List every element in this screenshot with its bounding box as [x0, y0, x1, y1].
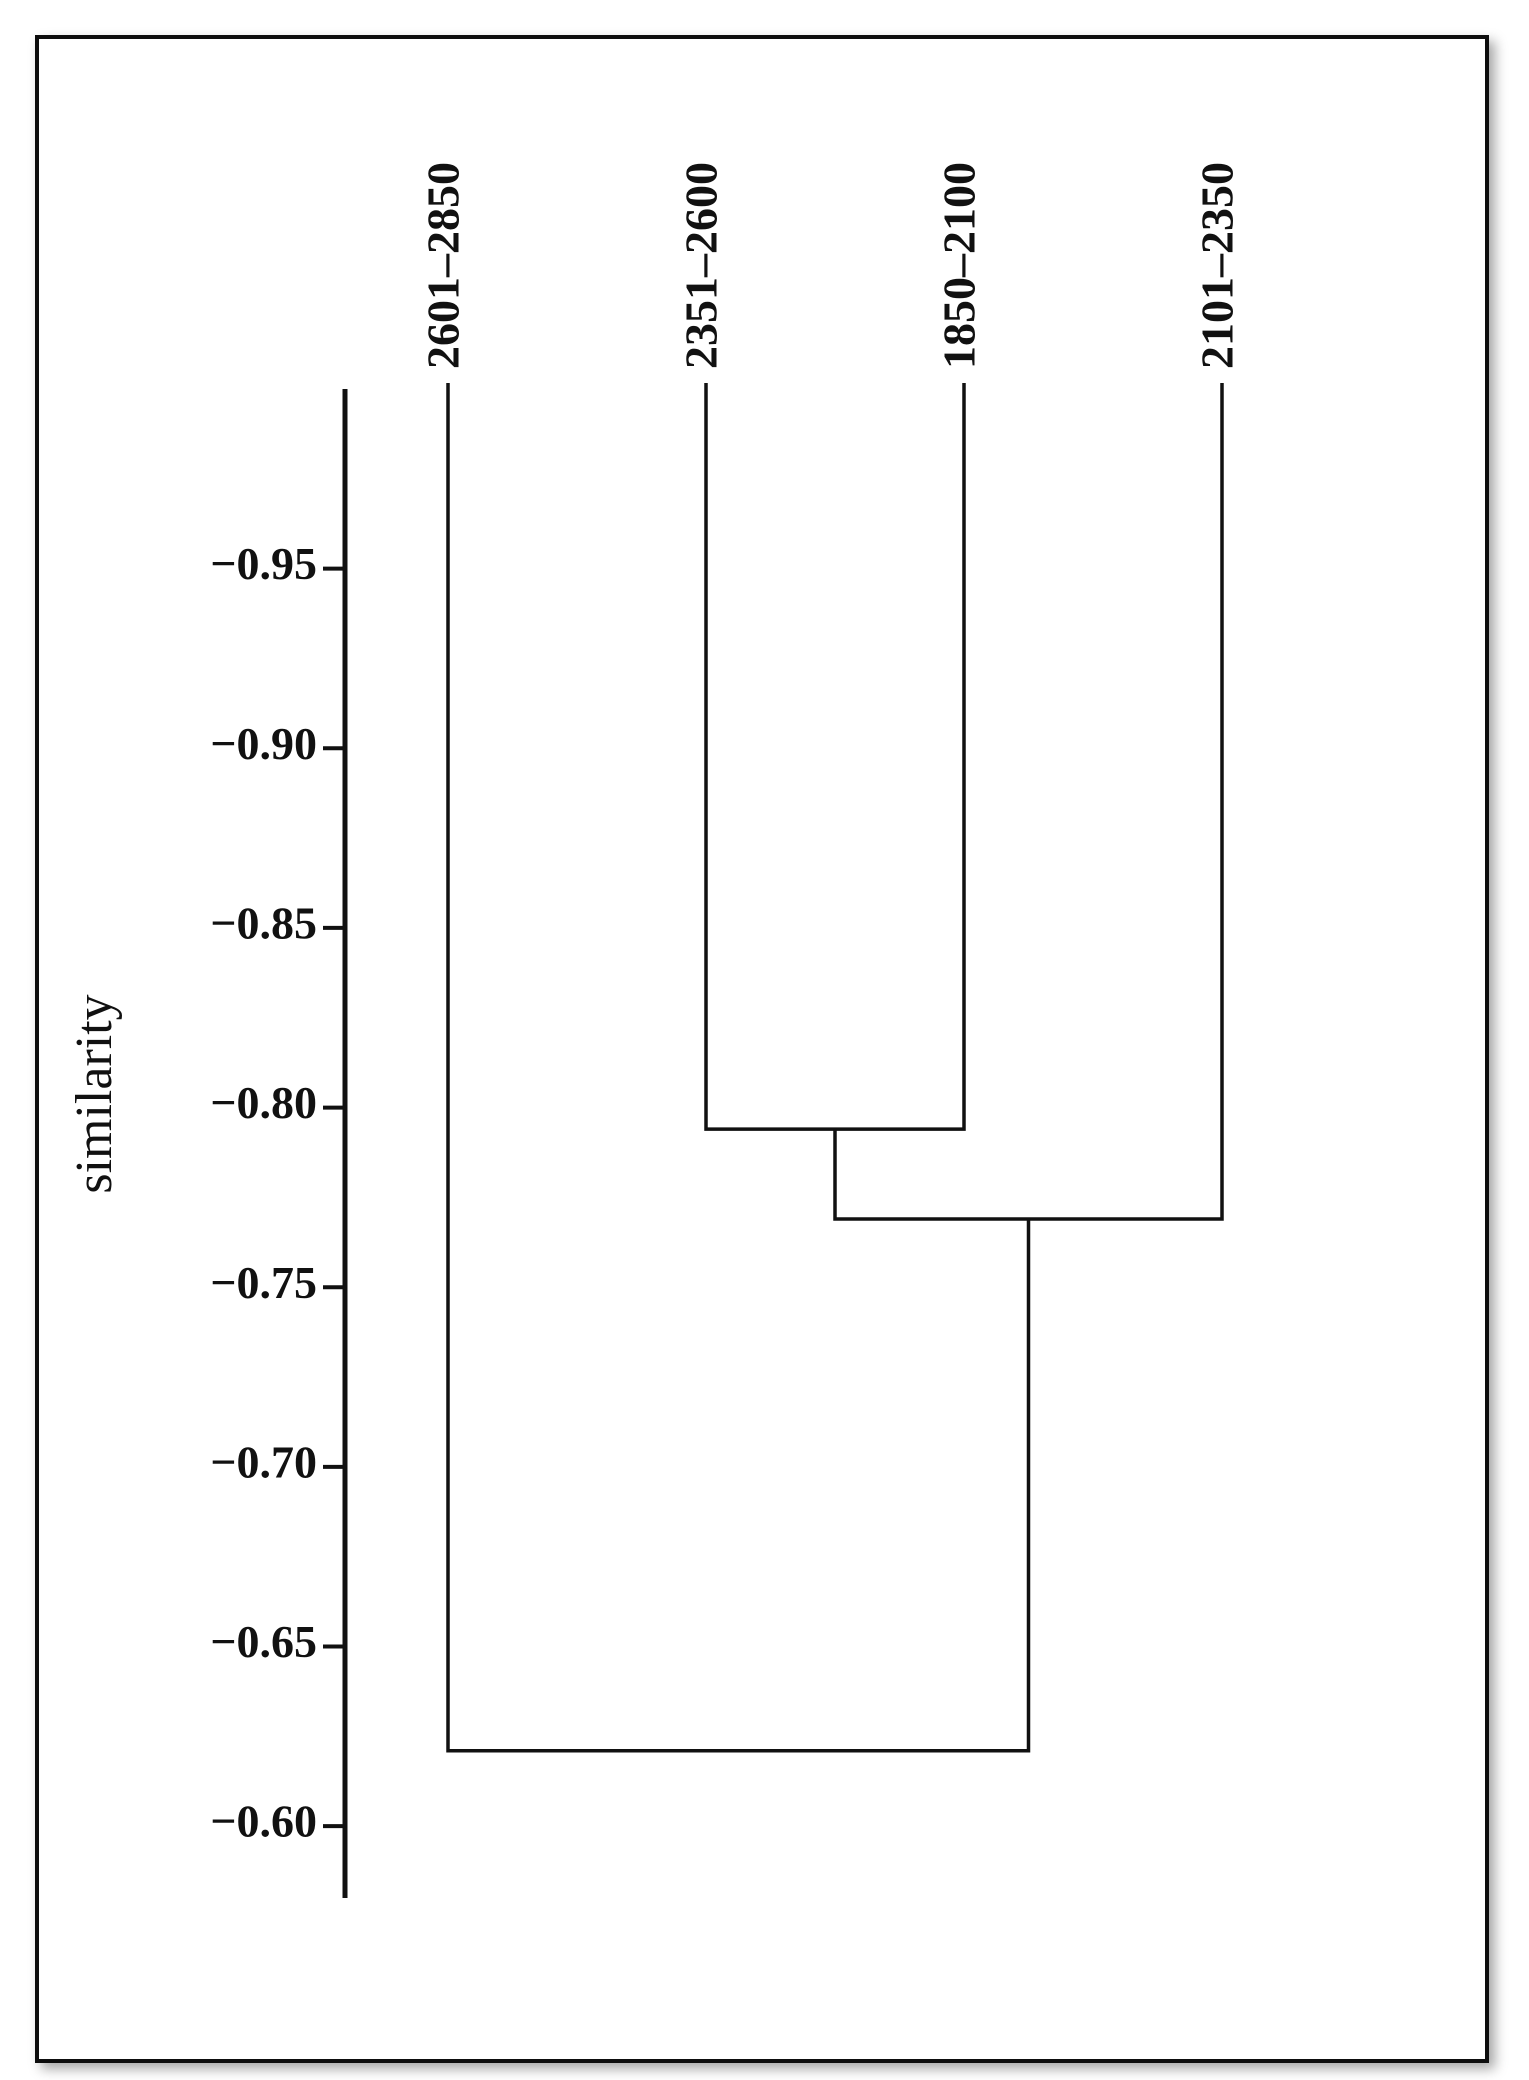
leaf-label: 2601–2850	[418, 162, 469, 369]
leaf-label: 2351–2600	[676, 162, 727, 369]
y-tick-label: −0.60	[210, 1796, 317, 1847]
leaf-label: 1850–2100	[934, 162, 985, 369]
y-tick-label: −0.90	[210, 718, 317, 769]
y-axis-label: similarity	[66, 994, 123, 1193]
frame	[35, 35, 1489, 2063]
y-tick-label: −0.75	[210, 1257, 317, 1308]
y-tick-label: −0.70	[210, 1436, 317, 1487]
dendrogram-link	[446, 383, 1031, 1753]
y-tick-label: −0.95	[210, 538, 317, 589]
y-tick-label: −0.65	[210, 1616, 317, 1667]
y-tick-label: −0.80	[210, 1077, 317, 1128]
y-tick-label: −0.85	[210, 897, 317, 948]
leaf-label: 2101–2350	[1192, 162, 1243, 369]
